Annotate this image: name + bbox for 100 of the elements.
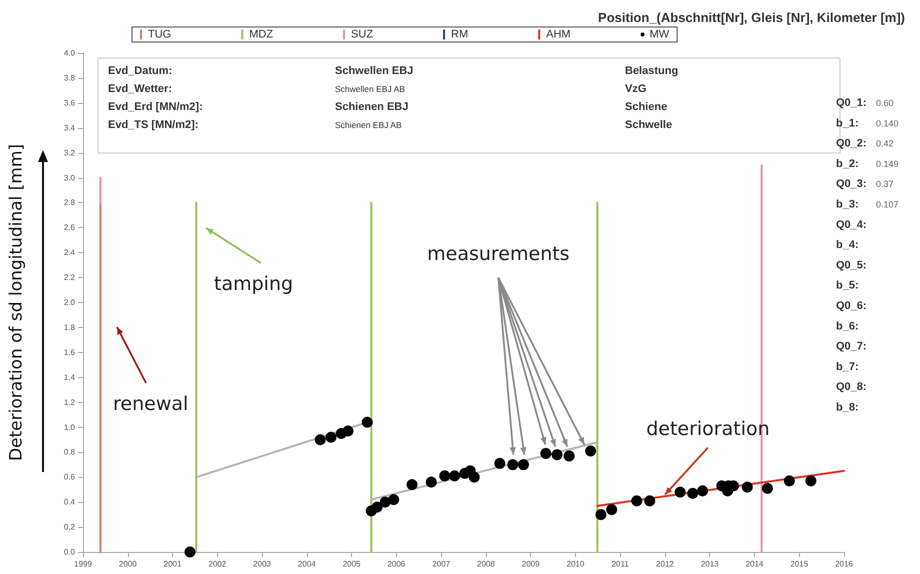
point xyxy=(805,475,816,486)
point xyxy=(697,485,708,496)
point xyxy=(342,425,354,436)
text: b_2: 0.149 xyxy=(836,158,899,170)
annotation: Schwellen EBJ AB xyxy=(335,84,406,94)
point xyxy=(388,494,400,506)
point xyxy=(184,546,196,558)
y-tick-label: 3.2 xyxy=(64,148,76,158)
y-tick-label: 3.8 xyxy=(64,73,76,82)
y-tick-label: 0.0 xyxy=(64,548,76,556)
y-tick-label: 3.0 xyxy=(64,173,76,182)
annotation: Schienen EBJ AB xyxy=(335,120,402,130)
point xyxy=(644,495,656,506)
annotation: Schiene xyxy=(625,101,668,113)
y-tick-label: 2.2 xyxy=(64,273,76,282)
legend-label: MW xyxy=(650,28,670,40)
point xyxy=(426,476,437,488)
annotation: Evd_Erd [MN/m2]: xyxy=(108,101,203,113)
legend-label: TUG xyxy=(148,28,172,40)
y-tick-label: 2.8 xyxy=(64,198,76,208)
point xyxy=(606,504,618,516)
legend-label: SUZ xyxy=(351,28,374,40)
point xyxy=(540,448,552,459)
legend-label: AHM xyxy=(546,28,571,40)
x-tick-label: 2011 xyxy=(612,560,630,568)
y-tick-label: 1.2 xyxy=(64,398,76,407)
y-tick-label: 0.2 xyxy=(64,522,76,532)
annotation: deterioration xyxy=(646,418,770,440)
annotation: Schienen EBJ xyxy=(335,101,408,113)
annotation: b_7: xyxy=(836,360,859,373)
point xyxy=(449,470,460,482)
annotation: Evd_Wetter: xyxy=(108,83,172,95)
y-tick-label: 1.0 xyxy=(64,422,76,432)
point xyxy=(372,502,383,513)
y-tick-label: 0.6 xyxy=(64,472,76,482)
point xyxy=(585,445,596,456)
point xyxy=(518,459,529,470)
annotation: VzG xyxy=(625,83,646,95)
annotation: Schwelle xyxy=(625,119,672,131)
x-tick-label: 2001 xyxy=(164,560,182,568)
y-tick-label: 2.6 xyxy=(64,223,76,232)
annotation: Q0_6: xyxy=(836,300,867,312)
x-tick-label: 2008 xyxy=(476,560,496,568)
point xyxy=(564,450,575,462)
point xyxy=(762,482,773,494)
y-tick-label: 0.4 xyxy=(64,498,76,507)
legend-label: RM xyxy=(451,28,468,40)
annotation: b_5: xyxy=(836,280,859,292)
annotation: Schwellen EBJ xyxy=(335,65,414,77)
annotation: Evd_Datum: xyxy=(108,65,172,77)
annotation: Q0_5: xyxy=(836,259,867,272)
point xyxy=(406,479,418,490)
x-tick-label: 2009 xyxy=(522,560,540,568)
point xyxy=(468,472,480,483)
annotation: renewal xyxy=(113,393,188,416)
annotation: Q0_3: 0.37 xyxy=(836,178,894,190)
annotation: Q0_4: xyxy=(836,218,867,231)
point xyxy=(784,475,795,486)
x-tick-label: 2000 xyxy=(118,560,138,568)
point xyxy=(687,488,698,499)
annotation: Q0_2: 0.42 xyxy=(836,138,894,150)
annotation: Q0_8: xyxy=(836,381,867,394)
x-tick-label: 2016 xyxy=(835,560,854,568)
y-tick-label: 1.4 xyxy=(64,372,76,382)
x-tick-label: 2004 xyxy=(298,560,316,568)
y-tick-label: 3.6 xyxy=(64,98,76,108)
point xyxy=(631,495,642,506)
x-tick-label: 2006 xyxy=(387,560,406,568)
annotation: Evd_TS [MN/m2]: xyxy=(108,119,198,131)
x-tick-label: 2007 xyxy=(432,560,451,568)
point xyxy=(674,486,686,498)
y-tick-label: 0.8 xyxy=(64,448,76,457)
point xyxy=(552,449,563,460)
x-tick-label: 2014 xyxy=(746,560,764,568)
x-tick-label: 2010 xyxy=(566,560,585,568)
annotation: b_4: xyxy=(836,239,859,252)
annotation: Belastung xyxy=(625,65,678,77)
point xyxy=(494,458,506,469)
x-tick-label: 1999 xyxy=(74,560,92,568)
point xyxy=(362,416,373,428)
text: b_1: 0.140 xyxy=(836,117,899,130)
annotation: b_8: xyxy=(836,402,859,414)
point xyxy=(595,509,606,520)
y-axis-title: Deterioration of sd longitudinal [mm] xyxy=(6,144,26,462)
x-tick-label: 2005 xyxy=(342,560,362,568)
y-tick-label: 1.6 xyxy=(64,348,76,357)
x-tick-label: 2015 xyxy=(790,560,809,568)
x-tick-label: 2013 xyxy=(700,560,720,568)
annotation: Q0_1: 0.60 xyxy=(836,97,894,109)
y-tick-label: 1.8 xyxy=(64,322,76,332)
annotation: measurements xyxy=(427,242,570,265)
point xyxy=(507,459,518,470)
x-tick-label: 2012 xyxy=(656,560,674,568)
x-tick-label: 2002 xyxy=(208,560,227,568)
text: b_3: 0.107 xyxy=(836,198,899,210)
annotation: tamping xyxy=(214,273,294,296)
point xyxy=(326,432,336,443)
x-tick-label: 2003 xyxy=(253,560,272,568)
annotation: b_6: xyxy=(836,320,859,332)
y-tick-label: 2.4 xyxy=(64,248,76,258)
